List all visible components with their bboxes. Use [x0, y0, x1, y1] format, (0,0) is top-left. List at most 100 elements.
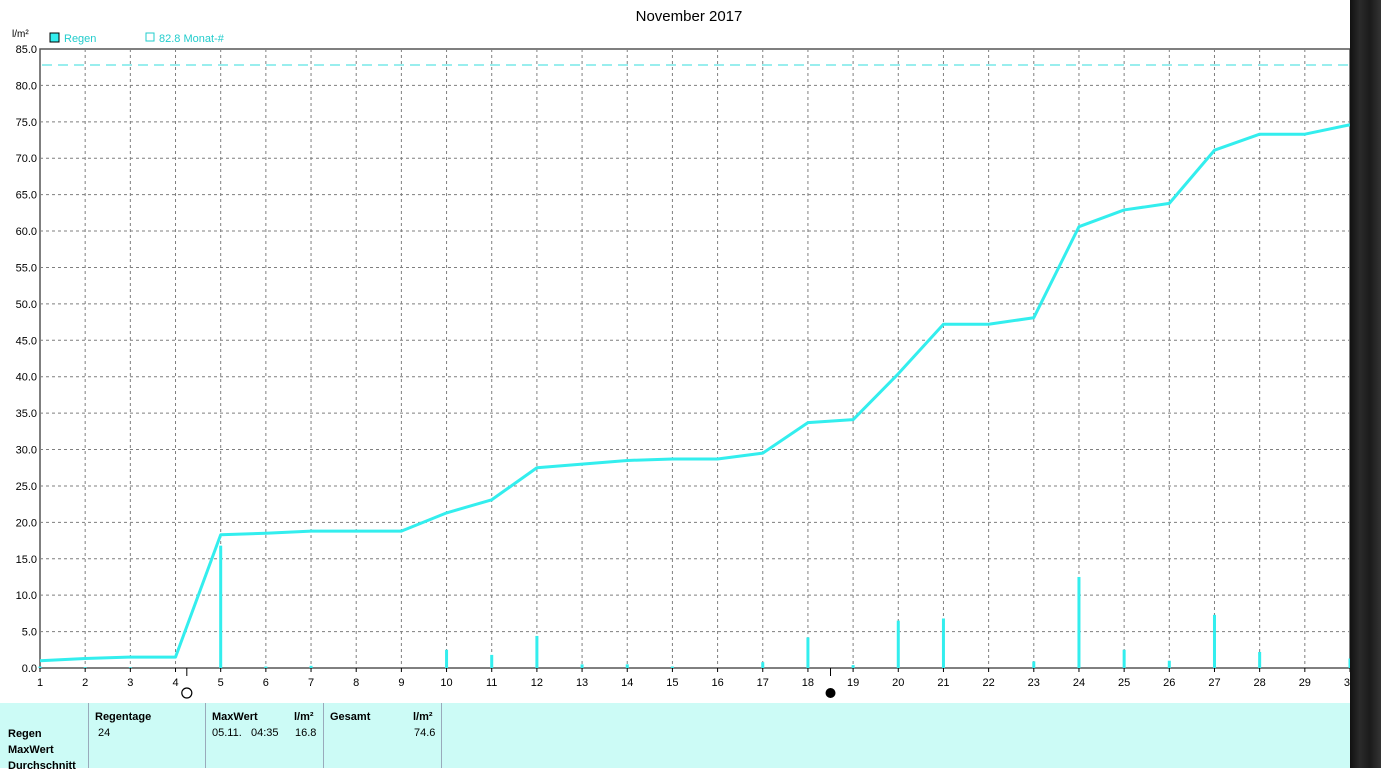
x-tick-label: 4 — [172, 677, 178, 689]
x-tick-label: 18 — [802, 677, 814, 689]
regentage-value: 24 — [98, 727, 111, 739]
daily-rain-bar — [83, 667, 87, 668]
x-tick-label: 12 — [531, 677, 543, 689]
x-tick-label: 10 — [440, 677, 452, 689]
y-tick-label: 15.0 — [16, 554, 37, 566]
daily-rain-bar — [896, 620, 900, 668]
legend-label-monat: 82.8 Monat-# — [159, 33, 225, 45]
x-tick-label: 17 — [757, 677, 769, 689]
y-tick-label: 60.0 — [16, 226, 37, 238]
y-tick-label: 40.0 — [16, 372, 37, 384]
daily-rain-bar — [264, 666, 268, 668]
daily-rain-bar — [1167, 660, 1171, 668]
x-tick-label: 2 — [82, 677, 88, 689]
x-tick-label: 1 — [37, 677, 43, 689]
y-tick-label: 10.0 — [16, 590, 37, 602]
daily-rain-bar — [38, 666, 42, 668]
y-tick-label: 0.0 — [22, 663, 37, 675]
y-tick-label: 20.0 — [16, 517, 37, 529]
x-tick-label: 21 — [937, 677, 949, 689]
legend-swatch-monat — [145, 32, 155, 42]
x-tick-label: 16 — [711, 677, 723, 689]
y-tick-label: 75.0 — [16, 117, 37, 129]
x-tick-label: 3 — [127, 677, 133, 689]
chart-title: November 2017 — [636, 8, 743, 25]
y-tick-label: 35.0 — [16, 408, 37, 420]
x-tick-label: 19 — [847, 677, 859, 689]
panel-divider — [88, 703, 89, 768]
daily-rain-bar — [445, 649, 449, 668]
daily-rain-bar — [309, 665, 313, 668]
gesamt-unit: l/m² — [413, 711, 433, 723]
x-tick-label: 28 — [1254, 677, 1266, 689]
row-label-maxwert: MaxWert — [8, 744, 54, 756]
plot-frame — [39, 48, 1351, 669]
x-tick-label: 5 — [218, 677, 224, 689]
rain-chart: 0.0 5.0 10.0 15.0 20.0 25.0 30.0 35.0 40.0 45.0 50… — [12, 8, 1356, 699]
panel-divider — [205, 703, 206, 768]
legend-label-regen: Regen — [64, 33, 96, 45]
x-tick-label: 20 — [892, 677, 904, 689]
full-moon-icon — [181, 687, 193, 699]
y-tick-label: 5.0 — [22, 627, 37, 639]
y-tick-label: 55.0 — [16, 262, 37, 274]
daily-rain-bar — [806, 637, 810, 668]
daily-rain-bar — [851, 665, 855, 668]
row-label-durchschnitt: Durchschnitt — [8, 760, 76, 772]
panel-divider — [323, 703, 324, 768]
daily-rain-bar — [1032, 661, 1036, 668]
y-axis-unit: l/m² — [12, 29, 29, 40]
x-tick-label: 22 — [982, 677, 994, 689]
window-edge — [1350, 0, 1381, 768]
legend-swatch-regen — [49, 32, 60, 43]
x-tick-label: 14 — [621, 677, 633, 689]
daily-rain-bar — [941, 618, 945, 668]
daily-rain-bar — [1258, 651, 1262, 668]
y-tick-label: 85.0 — [16, 44, 37, 56]
x-tick-label: 23 — [1028, 677, 1040, 689]
x-tick-label: 27 — [1208, 677, 1220, 689]
y-tick-label: 25.0 — [16, 481, 37, 493]
daily-rain-bar — [1122, 649, 1126, 668]
maxwert-time: 04:35 — [251, 727, 279, 739]
maxwert-date: 05.11. — [212, 727, 242, 739]
x-tick-label: 15 — [666, 677, 678, 689]
row-labels: Regen MaxWert Durchschnitt — [8, 726, 76, 774]
x-tick-label: 25 — [1118, 677, 1130, 689]
regentage-header: Regentage — [95, 711, 152, 723]
maxwert-unit: l/m² — [294, 711, 314, 723]
daily-rain-bar — [625, 664, 629, 668]
daily-rain-bar — [1077, 576, 1081, 668]
y-tick-label: 70.0 — [16, 153, 37, 165]
x-tick-label: 9 — [398, 677, 404, 689]
x-tick-label: 26 — [1163, 677, 1175, 689]
cumulative-rain-line — [39, 123, 1351, 663]
new-moon-icon — [825, 688, 836, 698]
daily-rain-bar — [490, 654, 494, 668]
x-tick-label: 7 — [308, 677, 314, 689]
daily-rain-bar — [761, 662, 765, 668]
daily-rain-bar — [535, 635, 539, 668]
x-tick-label: 11 — [486, 677, 497, 689]
x-tick-label: 29 — [1299, 677, 1311, 689]
daily-rain-bar — [670, 666, 674, 668]
y-tick-label: 80.0 — [16, 80, 37, 92]
y-tick-label: 50.0 — [16, 299, 37, 311]
panel-divider — [441, 703, 442, 768]
maxwert-header: MaxWert — [212, 711, 258, 723]
y-tick-label: 30.0 — [16, 445, 37, 457]
x-tick-label: 24 — [1073, 677, 1085, 689]
x-tick-label: 13 — [576, 677, 588, 689]
y-tick-label: 65.0 — [16, 190, 37, 202]
daily-rain-bar — [580, 664, 584, 668]
row-label-regen: Regen — [8, 728, 42, 740]
gesamt-header: Gesamt — [330, 711, 371, 723]
daily-rain-bar — [219, 545, 223, 668]
summary-panel: Regen MaxWert Durchschnitt Regentage 24 … — [0, 703, 1350, 772]
y-tick-label: 45.0 — [16, 335, 37, 347]
maxwert-value: 16.8 — [295, 727, 317, 739]
x-tick-label: 6 — [263, 677, 269, 689]
gesamt-value: 74.6 — [414, 727, 436, 739]
daily-rain-bar — [128, 667, 132, 668]
daily-rain-bar — [1212, 614, 1216, 668]
